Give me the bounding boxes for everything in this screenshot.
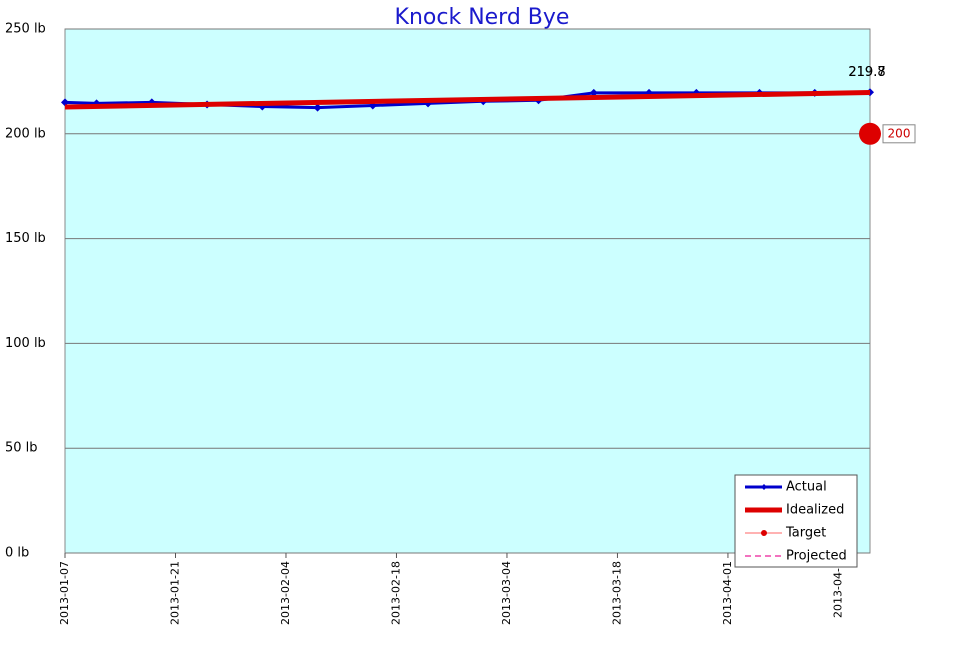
legend-label: Projected	[786, 549, 847, 564]
data-label: 200	[888, 126, 911, 140]
y-tick-label: 0 lb	[5, 546, 29, 561]
data-label: 219.7	[848, 65, 885, 80]
legend-marker	[761, 484, 767, 490]
x-tick-label: 2013-03-04	[500, 561, 513, 625]
label-box	[882, 124, 916, 144]
x-tick-label: 2013-04-01	[721, 561, 734, 625]
point	[61, 98, 69, 107]
y-tick-label: 250 lb	[5, 22, 46, 37]
legend-label: Actual	[786, 480, 827, 495]
y-tick-label: 100 lb	[5, 336, 46, 351]
y-tick-label: 150 lb	[5, 231, 46, 246]
series-line	[64, 90, 871, 110]
x-tick-label: 2013-02-04	[279, 561, 292, 625]
chart-title: Knock Nerd Bye	[395, 5, 570, 30]
x-tick-label: 2013-04-1	[831, 561, 844, 618]
x-tick-label: 2013-01-07	[58, 561, 71, 625]
x-tick-label: 2013-03-18	[610, 561, 623, 625]
point	[313, 103, 322, 112]
data-label: 219.8	[848, 65, 885, 80]
point	[589, 88, 598, 97]
y-tick-label: 50 lb	[5, 441, 38, 456]
legend-box	[734, 474, 858, 568]
x-tick-label: 2013-02-18	[389, 561, 402, 625]
plot-area	[64, 28, 871, 554]
x-tick-label: 2013-01-21	[168, 561, 181, 625]
y-tick-label: 200 lb	[5, 126, 46, 141]
legend-marker	[761, 530, 767, 536]
legend-label: Idealized	[786, 503, 844, 518]
legend-label: Target	[785, 526, 826, 541]
target-point	[859, 122, 881, 145]
